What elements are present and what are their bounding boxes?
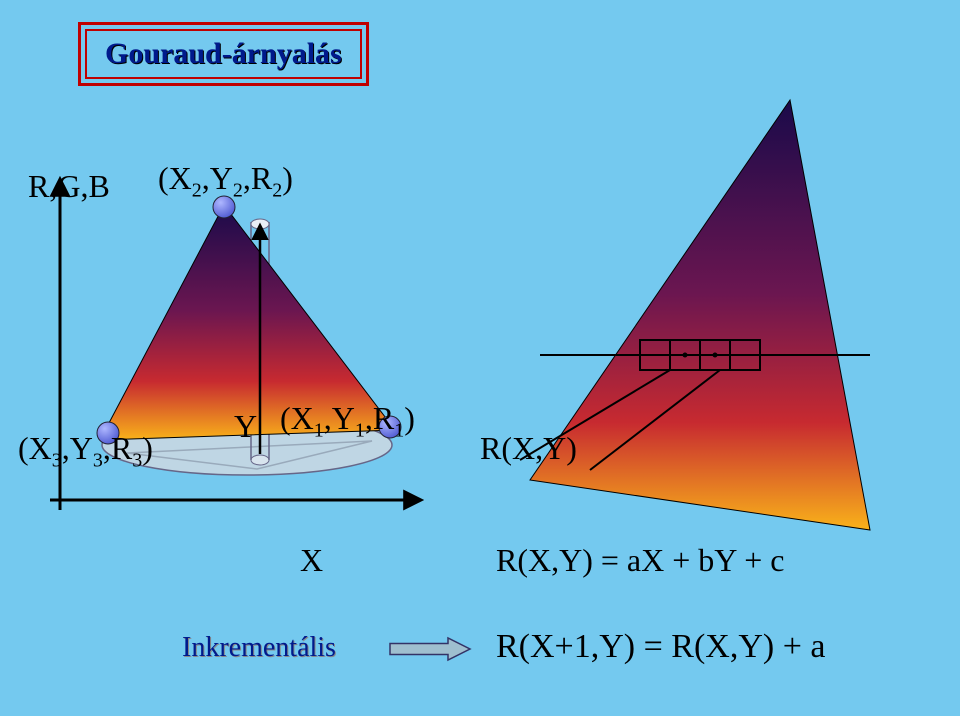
title-frame: Gouraud-árnyalás [78, 22, 369, 86]
equation-incremental: R(X+1,Y) = R(X,Y) + a [496, 628, 825, 666]
diagram-stage: Gouraud-árnyalás R,G,B (X2,Y2,R2) (X3,Y3… [0, 0, 960, 716]
diagram-svg [0, 0, 960, 716]
label-y: Y [234, 408, 257, 445]
title-text: Gouraud-árnyalás [105, 37, 342, 70]
label-vertex-2: (X2,Y2,R2) [158, 160, 293, 202]
label-rgb-axis: R,G,B [28, 168, 110, 205]
label-incremental: Inkrementális [182, 632, 336, 664]
label-rxy: R(X,Y) [480, 430, 577, 467]
label-vertex-3: (X3,Y3,R3) [18, 430, 153, 472]
equation-plane: R(X,Y) = aX + bY + c [496, 542, 784, 579]
title-frame-inner: Gouraud-árnyalás [85, 29, 362, 79]
label-x: X [300, 542, 323, 579]
label-vertex-1: (X1,Y1,R1) [280, 400, 415, 442]
